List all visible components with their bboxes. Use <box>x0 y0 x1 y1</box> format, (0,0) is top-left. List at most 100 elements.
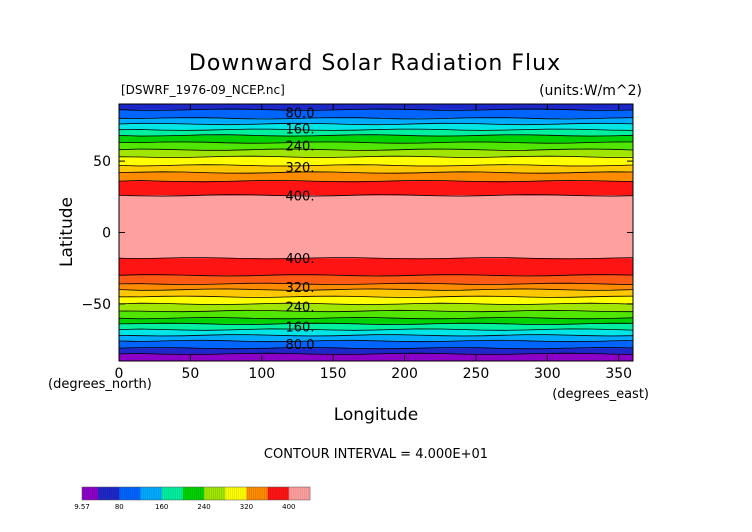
contour-label-9: 80.0 <box>286 338 315 353</box>
contour-label-2: 240. <box>286 139 315 154</box>
contour-lines <box>118 108 634 355</box>
heatmap-bands <box>119 104 633 362</box>
heatmap-band-6 <box>119 142 633 151</box>
x-tick-label-3: 150 <box>320 366 347 382</box>
colorbar-label-3: 240 <box>197 503 210 511</box>
heatmap-band-13 <box>119 258 633 276</box>
contour-line-20 <box>118 322 634 326</box>
x-tick-labels: 0 50 100 150 200 250 300 350 <box>115 366 633 382</box>
colorbar-label-1: 80 <box>115 503 124 511</box>
x-tick-label-5: 250 <box>463 366 490 382</box>
contour-interval-text: CONTOUR INTERVAL = 4.000E+01 <box>264 447 488 462</box>
contour-line-15 <box>118 288 634 291</box>
heatmap-band-11 <box>119 181 633 196</box>
contour-line-19 <box>118 317 634 320</box>
contour-line-24 <box>118 347 634 350</box>
contour-line-16 <box>118 295 634 298</box>
contour-label-4: 400. <box>286 189 315 204</box>
contour-line-21 <box>118 328 634 331</box>
colorbar-segment-10 <box>288 487 311 500</box>
contour-label-0: 80.0 <box>286 107 315 122</box>
heatmap-band-17 <box>119 296 633 305</box>
colorbar-segment-3 <box>140 487 163 500</box>
heatmap-band-12 <box>119 195 633 259</box>
y-tick-label-0: −50 <box>81 297 111 313</box>
colorbar-frame <box>81 486 311 501</box>
contour-line-1 <box>118 117 634 120</box>
heatmap-band-5 <box>119 135 633 144</box>
contour-line-2 <box>118 122 634 126</box>
chart-title: Downward Solar Radiation Flux <box>189 51 561 76</box>
contour-line-5 <box>119 141 634 144</box>
y-tick-label-2: 50 <box>93 154 111 170</box>
colorbar-segment-5 <box>182 487 205 500</box>
heatmap-band-24 <box>119 341 633 349</box>
contour-line-11 <box>118 194 634 197</box>
x-tick-label-1: 50 <box>181 366 199 382</box>
contour-label-3: 320. <box>286 161 315 176</box>
heatmap-band-16 <box>119 289 633 298</box>
colorbar-segment-7 <box>225 487 247 500</box>
contour-label-8: 160. <box>286 321 315 336</box>
contour-label-1: 160. <box>286 122 315 137</box>
contour-line-12 <box>118 257 634 260</box>
heatmap-band-21 <box>119 323 633 331</box>
contour-line-8 <box>118 164 634 167</box>
contour-line-4 <box>118 134 634 137</box>
colorbar-label-0: 9.57 <box>74 503 90 511</box>
x-unit-label: (degrees_east) <box>552 387 649 402</box>
heatmap-band-0 <box>119 104 633 111</box>
colorbar-segment-9 <box>267 487 290 500</box>
x-tick-label-6: 300 <box>534 366 561 382</box>
colorbar-labels: 9.57 80 160 240 320 400 <box>74 503 295 511</box>
colorbar-segment-1 <box>98 487 120 500</box>
y-tick-label-1: 0 <box>102 226 111 242</box>
heatmap-band-4 <box>119 129 633 136</box>
colorbar-label-5: 400 <box>282 503 295 511</box>
x-tick-label-7: 350 <box>605 366 632 382</box>
heatmap-band-19 <box>119 311 633 319</box>
heatmap-band-26 <box>119 353 633 362</box>
heatmap-band-1 <box>119 109 633 119</box>
contour-line-9 <box>118 171 634 174</box>
colorbar-segment-0 <box>82 487 99 500</box>
colorbar-label-2: 160 <box>155 503 168 511</box>
file-label: [DSWRF_1976-09_NCEP.nc] <box>121 83 285 97</box>
contour-line-25 <box>118 352 634 355</box>
heatmap-band-20 <box>119 318 633 325</box>
heatmap-band-18 <box>119 303 633 312</box>
contour-line-10 <box>118 179 634 183</box>
contour-line-22 <box>118 334 634 337</box>
heatmap-band-10 <box>119 172 633 182</box>
contour-line-17 <box>118 302 634 305</box>
y-axis-label: Latitude <box>57 197 77 267</box>
heatmap-band-8 <box>119 156 633 166</box>
y-tick-labels: −50 0 50 <box>81 154 111 313</box>
contour-line-7 <box>118 155 634 158</box>
contour-label-5: 400. <box>286 252 315 267</box>
colorbar-segment-8 <box>246 487 269 500</box>
heatmap-band-22 <box>119 329 633 336</box>
heatmap-band-23 <box>119 335 633 342</box>
contour-line-13 <box>118 274 634 277</box>
y-unit-label: (degrees_north) <box>48 377 152 392</box>
colorbar-segment-6 <box>204 487 226 500</box>
contour-line-18 <box>118 309 634 313</box>
units-label: (units:W/m^2) <box>539 83 642 99</box>
colorbar-label-4: 320 <box>240 503 253 511</box>
contour-line-23 <box>118 339 634 343</box>
axis-ticks <box>118 104 633 361</box>
colorbar-segment-4 <box>161 487 184 500</box>
x-tick-label-4: 200 <box>391 366 418 382</box>
contour-label-7: 240. <box>286 301 315 316</box>
contour-label-6: 320. <box>286 281 315 296</box>
x-tick-label-2: 100 <box>248 366 275 382</box>
heatmap-band-7 <box>119 149 633 158</box>
heatmap-band-9 <box>119 165 633 174</box>
contour-line-6 <box>118 148 634 151</box>
colorbar-segment-2 <box>119 487 141 500</box>
heatmap-band-2 <box>119 118 633 125</box>
colorbar <box>81 486 311 501</box>
